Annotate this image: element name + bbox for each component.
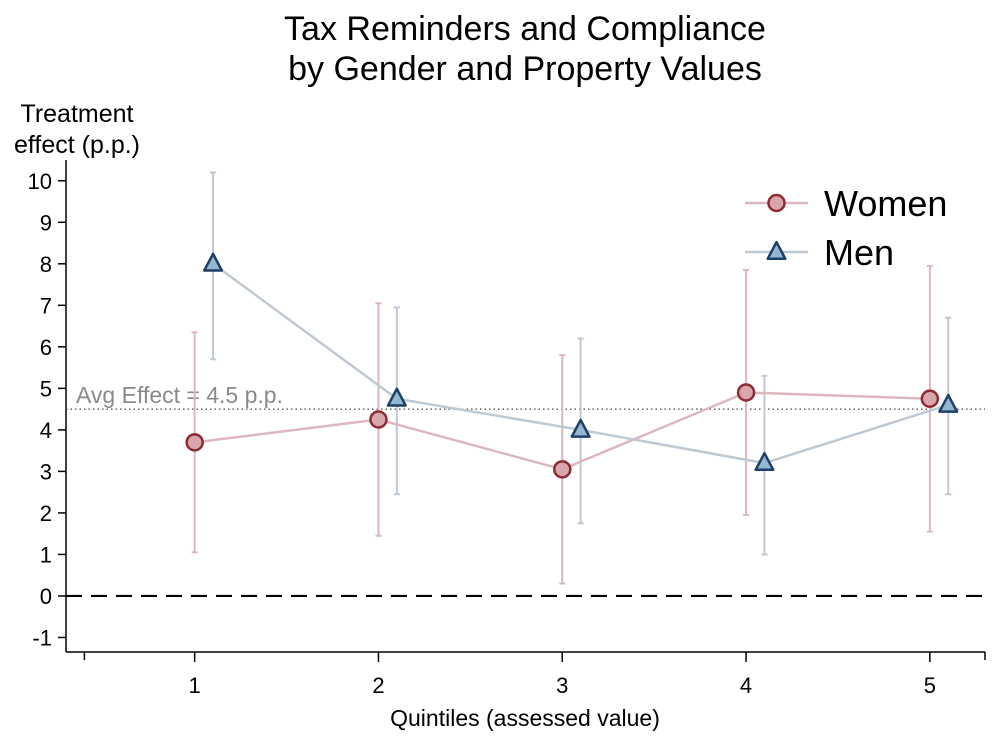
y-tick-label: -1: [32, 625, 52, 650]
legend: Women Men: [745, 183, 947, 273]
men-data-point: [570, 418, 591, 438]
y-tick-label: 10: [28, 169, 52, 194]
y-tick-label: 6: [40, 335, 52, 360]
x-tick-label: 5: [924, 673, 936, 698]
y-tick-label: 4: [40, 418, 52, 443]
men-data-point: [202, 252, 224, 272]
y-axis-title: Treatment effect (p.p.): [14, 100, 140, 159]
y-tick-label: 9: [40, 210, 52, 235]
women-data-point: [369, 410, 388, 429]
y-tick-label: 3: [40, 459, 52, 484]
y-tick-label: 2: [40, 501, 52, 526]
women-data-point: [736, 383, 756, 402]
men-data-point: [754, 451, 775, 472]
men-data-point: [386, 387, 407, 407]
axes: -1 0 1 2 3 4 5 6 7 8 9 10 1 2 3 4 5: [28, 160, 986, 698]
x-tick-label: 2: [372, 673, 384, 698]
legend-marker-men: [766, 240, 787, 260]
legend-label-men: Men: [824, 232, 894, 273]
legend-marker-women: [767, 193, 786, 213]
data-points: [185, 252, 959, 479]
men-data-point: [938, 393, 959, 413]
x-tick-label: 4: [740, 673, 752, 698]
women-data-point: [553, 460, 572, 479]
x-tick-label: 1: [189, 673, 201, 698]
chart-title-line-1: Tax Reminders and Compliance: [284, 10, 766, 48]
y-tick-label: 7: [40, 293, 52, 318]
x-axis-title: Quintiles (assessed value): [390, 705, 660, 731]
y-axis-title-line-2: effect (p.p.): [14, 131, 140, 159]
y-tick-label: 5: [40, 376, 52, 401]
chart-title-line-2: by Gender and Property Values: [288, 50, 762, 88]
x-tick-label: 3: [556, 673, 568, 698]
average-effect-label: Avg Effect = 4.5 p.p.: [76, 382, 283, 408]
women-data-point: [920, 389, 940, 408]
y-tick-label: 8: [40, 252, 52, 277]
reference-lines: Avg Effect = 4.5 p.p.: [66, 382, 985, 598]
y-tick-label: 1: [40, 542, 52, 567]
legend-label-women: Women: [824, 183, 947, 224]
chart-title: Tax Reminders and Compliance by Gender a…: [284, 10, 766, 88]
y-axis-title-line-1: Treatment: [20, 100, 133, 128]
series-lines: [194, 262, 949, 471]
y-tick-label: 0: [40, 584, 52, 609]
women-data-point: [185, 433, 204, 452]
